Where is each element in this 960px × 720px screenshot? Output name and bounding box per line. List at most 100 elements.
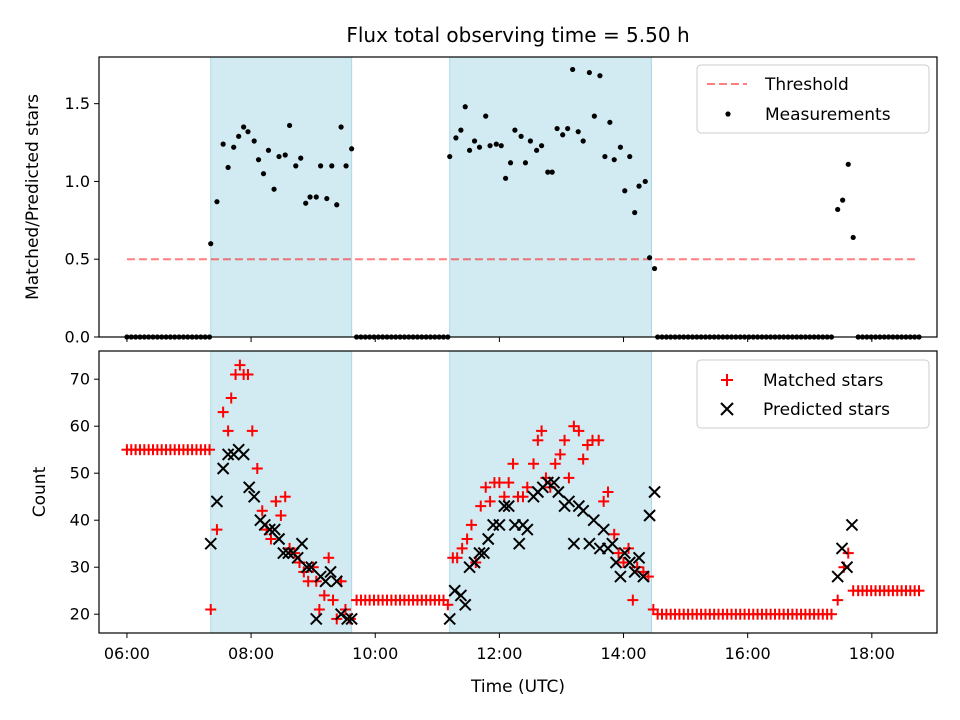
measurement-point [251,138,257,144]
predicted-star-point [295,537,309,550]
y-tick-label: 0.0 [65,328,90,347]
predicted-star-point [277,546,290,560]
top-y-axis-label: Matched/Predicted stars [23,94,43,300]
measurement-point [518,133,524,139]
measurement-point [636,183,642,189]
bottom-y-ticks: 20 30 40 50 60 70 [70,370,99,624]
predicted-star-point [502,499,515,513]
x-tick-label: 06:00 [104,644,150,663]
predicted-star-point [448,584,461,597]
measurement-point [512,127,518,133]
matched-star-point [602,486,614,498]
measurement-point [329,163,335,169]
matched-star-point [913,585,925,597]
predicted-star-point [606,537,619,550]
measurement-point [483,113,489,119]
matched-star-point [532,434,544,446]
measurement-point [225,164,231,171]
matched-star-point [307,561,319,573]
predicted-star-point [443,612,456,626]
matched-star-point [825,608,837,620]
measurements-series [124,66,922,340]
measurement-point [840,197,846,203]
matched-star-point [613,547,625,559]
bottom-legend-box [696,359,930,429]
measurement-point [835,206,841,213]
matched-star-point [222,425,234,437]
matched-star-point [313,604,325,615]
measurement-point [586,69,592,76]
matched-stars-series [121,359,925,625]
measurement-point [466,147,473,153]
measurement-point [580,138,586,144]
predicted-star-point [632,551,646,565]
predicted-star-point [628,565,641,579]
measurement-point [313,194,319,200]
predicted-star-point [576,504,590,518]
matched-star-point [568,420,580,432]
measurement-point [651,265,658,272]
bottom-y-axis-label: Count [30,466,50,517]
measurement-point [570,66,576,73]
predicted-star-point [210,495,224,508]
x-tick-label: 12:00 [476,644,522,663]
measurement-point [850,234,856,241]
measurement-point [236,133,242,139]
matched-star-point [265,533,277,545]
predicted-star-point [473,546,486,560]
predicted-star-point [291,551,304,565]
measurement-point [554,125,560,132]
measurement-point [298,155,304,161]
matched-star-point [211,524,223,536]
x-tick-label: 18:00 [849,644,895,663]
legend-threshold-label: Threshold [764,75,849,95]
predicted-star-point [305,560,318,574]
predicted-star-point [324,565,337,579]
measurement-point [471,138,478,144]
predicted-star-point [468,556,481,569]
predicted-star-point [319,575,332,588]
bottom-shaded-intervals [210,350,652,634]
predicted-star-point [459,598,472,612]
matched-star-point [507,458,519,470]
matched-star-point [456,542,468,554]
matched-star-point [475,500,487,512]
predicted-star-point [623,556,636,569]
predicted-star-point [300,560,314,574]
matched-star-point [554,448,566,460]
matched-star-point [217,406,229,418]
matched-star-point [461,533,473,545]
matched-star-point [480,481,492,493]
measurement-point [293,163,299,169]
predicted-star-point [614,570,627,583]
matched-star-point [318,589,330,601]
x-tick-label: 14:00 [600,644,646,663]
matched-star-point [563,472,575,484]
measurement-point [208,241,214,247]
predicted-star-point [341,612,354,626]
chart-title: Flux total observing time = 5.50 h [346,23,689,47]
matched-star-point [484,495,496,507]
matched-star-point [323,552,335,564]
predicted-star-point [835,542,849,555]
measurement-point [545,169,551,175]
matched-star-point [465,519,477,531]
measurement-point [276,153,282,160]
predicted-star-point [345,612,358,626]
measurement-point [214,199,220,205]
matched-star-point [270,495,282,507]
predicted-star-point [637,570,650,583]
measurement-point [565,125,571,132]
measurement-point [303,200,309,206]
matched-star-point [549,458,561,470]
measurement-point [646,255,653,261]
matched-star-point [842,547,854,559]
predicted-star-point [562,495,576,508]
predicted-star-point [243,481,256,494]
measurement-point [607,119,613,125]
top-plot-frame [98,56,938,338]
measurement-point [334,202,340,208]
measurement-point [458,127,464,133]
matched-star-point [451,552,463,564]
predicted-star-point [237,448,250,461]
